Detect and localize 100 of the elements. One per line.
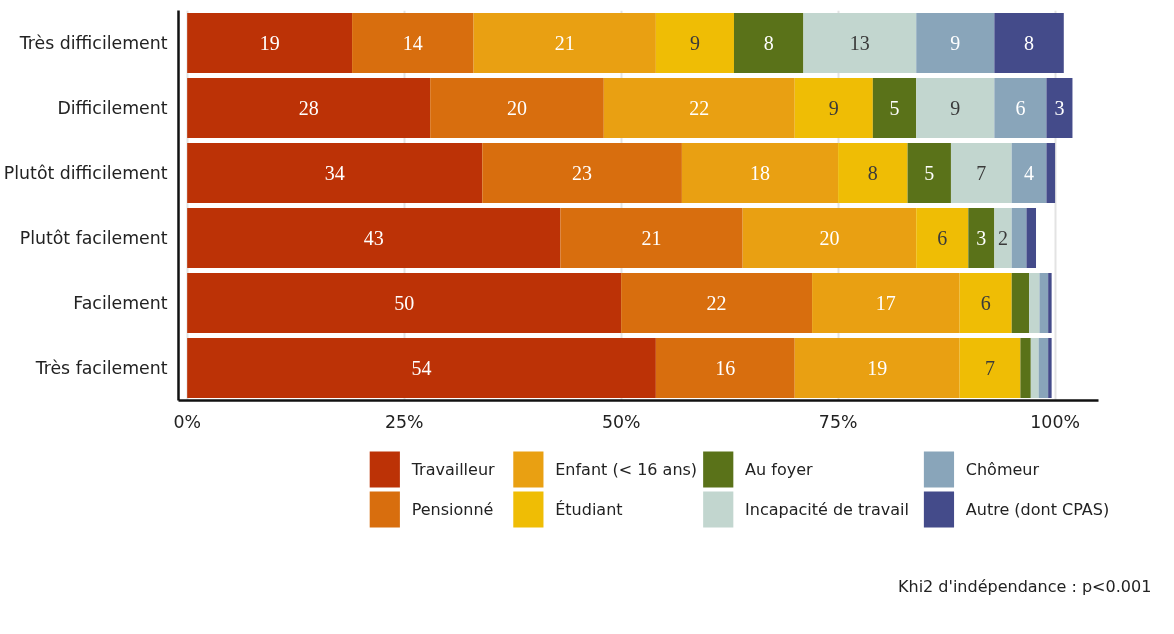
data-label: 16 xyxy=(715,357,736,379)
legend-label: Enfant (< 16 ans) xyxy=(555,460,698,479)
data-label: 54 xyxy=(411,357,432,379)
data-label: 3 xyxy=(1054,97,1065,119)
bar xyxy=(187,143,483,203)
data-label: 19 xyxy=(259,32,280,54)
data-label: 8 xyxy=(1024,32,1035,54)
data-label: 9 xyxy=(950,32,961,54)
data-label: 5 xyxy=(924,162,935,184)
bar xyxy=(681,143,839,203)
bar xyxy=(1011,208,1027,268)
bar xyxy=(1046,143,1056,203)
data-label: 17 xyxy=(875,292,896,314)
bar xyxy=(994,13,1064,73)
bar xyxy=(959,273,1012,333)
legend-label: Autre (dont CPAS) xyxy=(965,500,1110,519)
bar xyxy=(187,273,622,333)
x-tick-label: 100% xyxy=(1030,411,1080,432)
y-tick-label: Facilement xyxy=(73,293,168,313)
legend-label: Chômeur xyxy=(965,460,1040,479)
bar xyxy=(994,208,1012,268)
data-label: 8 xyxy=(763,32,774,54)
bar xyxy=(916,208,969,268)
bar xyxy=(655,13,734,73)
legend-label: Pensionné xyxy=(411,500,494,519)
y-tick-label: Très difficilement xyxy=(18,33,168,53)
bar xyxy=(1048,273,1052,333)
data-label: 9 xyxy=(828,97,839,119)
data-label: 23 xyxy=(572,162,593,184)
data-label: 18 xyxy=(750,162,771,184)
data-label: 7 xyxy=(976,162,987,184)
data-label: 2 xyxy=(998,227,1009,249)
bar xyxy=(430,78,604,138)
data-label: 50 xyxy=(394,292,415,314)
data-label: 43 xyxy=(363,227,384,249)
bar xyxy=(1048,338,1052,398)
data-label: 6 xyxy=(980,292,991,314)
bar xyxy=(603,78,795,138)
data-label: 20 xyxy=(819,227,840,249)
data-label: 5 xyxy=(889,97,900,119)
bar xyxy=(968,208,995,268)
x-tick-label: 25% xyxy=(384,411,424,432)
bar xyxy=(959,338,1021,398)
bar xyxy=(1011,143,1047,203)
bar xyxy=(1029,273,1040,333)
bar xyxy=(187,13,353,73)
data-label: 8 xyxy=(867,162,878,184)
bar xyxy=(1011,273,1030,333)
data-label: 34 xyxy=(324,162,345,184)
bar xyxy=(794,338,960,398)
bar xyxy=(1026,208,1037,268)
data-label: 28 xyxy=(298,97,319,119)
data-label: 6 xyxy=(937,227,948,249)
bar xyxy=(187,208,561,268)
data-label: 21 xyxy=(554,32,575,54)
bar xyxy=(803,13,917,73)
y-tick-label: Difficilement xyxy=(57,98,168,118)
bar xyxy=(1030,338,1039,398)
bar xyxy=(1039,273,1049,333)
bar xyxy=(352,13,474,73)
data-label: 22 xyxy=(689,97,710,119)
data-label: 6 xyxy=(1015,97,1026,119)
bar xyxy=(916,78,995,138)
data-label: 19 xyxy=(867,357,888,379)
bar xyxy=(621,273,813,333)
bar xyxy=(794,78,873,138)
data-label: 7 xyxy=(985,357,996,379)
bar xyxy=(560,208,743,268)
data-label: 14 xyxy=(402,32,423,54)
data-label: 21 xyxy=(641,227,662,249)
y-tick-label: Plutôt difficilement xyxy=(3,163,168,183)
bar xyxy=(187,78,431,138)
legend-label: Travailleur xyxy=(410,460,496,479)
legend-label: Étudiant xyxy=(555,500,623,519)
bar xyxy=(733,13,804,73)
data-label: 22 xyxy=(706,292,727,314)
data-label: 9 xyxy=(950,97,961,119)
y-tick-label: Plutôt facilement xyxy=(19,228,168,248)
text: Khi2 d'indépendance : p<0.001 xyxy=(898,576,1152,596)
bar xyxy=(1020,338,1031,398)
bar xyxy=(473,13,656,73)
bar xyxy=(482,143,682,203)
bar xyxy=(872,78,917,138)
data-label: 4 xyxy=(1024,162,1035,184)
bar xyxy=(812,273,960,333)
x-tick-label: 75% xyxy=(818,411,858,432)
bar xyxy=(994,78,1047,138)
legend-label: Au foyer xyxy=(745,460,813,479)
x-tick-label: 0% xyxy=(173,411,201,432)
data-label: 9 xyxy=(689,32,700,54)
y-tick-label: Très facilement xyxy=(34,358,168,378)
bar xyxy=(1038,338,1049,398)
bar xyxy=(655,338,795,398)
x-tick-label: 50% xyxy=(601,411,641,432)
bar xyxy=(187,338,656,398)
bar xyxy=(838,143,908,203)
bar xyxy=(916,13,995,73)
bar xyxy=(907,143,951,203)
legend-label: Incapacité de travail xyxy=(745,500,909,519)
bar xyxy=(950,143,1012,203)
